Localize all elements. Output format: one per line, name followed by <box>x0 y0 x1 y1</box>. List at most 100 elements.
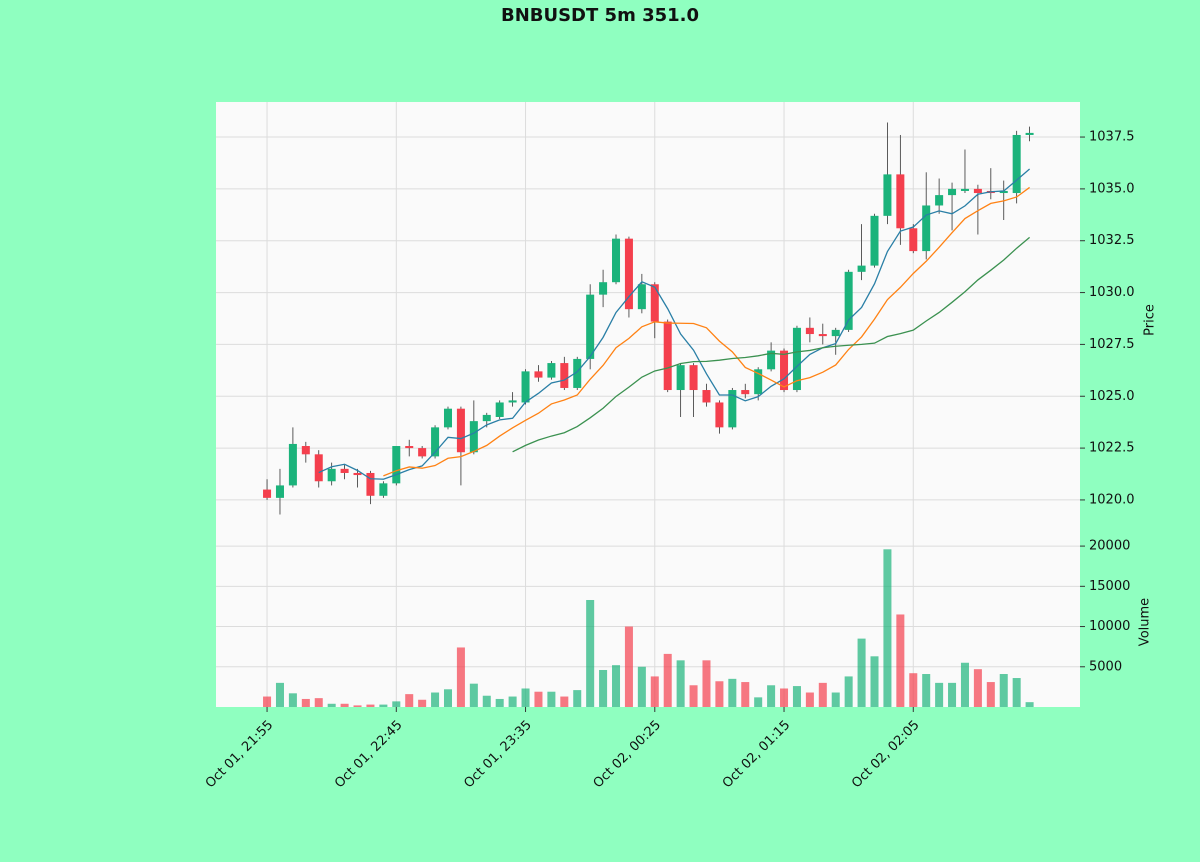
candle-body <box>857 265 866 272</box>
y-tick-label: 1027.5 <box>1089 337 1135 352</box>
volume-bar <box>650 676 659 707</box>
volume-bar <box>818 682 827 707</box>
candle-body <box>456 408 465 453</box>
candle-body <box>327 468 336 482</box>
volume-bar <box>275 682 284 707</box>
volume-bar <box>844 676 853 707</box>
chart-title: BNBUSDT 5m 351.0 <box>501 5 699 26</box>
volume-bar <box>973 669 982 707</box>
volume-bar <box>340 703 349 707</box>
candle-body <box>728 390 737 428</box>
volume-bar <box>314 698 323 707</box>
moving-average <box>512 236 1031 453</box>
candle-body <box>805 327 814 335</box>
candle-body <box>392 446 401 484</box>
volume-bar <box>405 694 414 707</box>
candle-body <box>715 402 724 428</box>
candle-body <box>366 472 375 496</box>
volume-bar <box>379 704 388 707</box>
volume-bar <box>573 690 582 707</box>
volume-bar <box>948 682 957 707</box>
candle-body <box>780 350 789 391</box>
volume-bar <box>960 662 969 707</box>
y-tick-label: 1022.5 <box>1089 441 1135 456</box>
candle-body <box>960 188 969 191</box>
volume-bar <box>767 685 776 707</box>
volume-bar <box>805 692 814 707</box>
volume-bar <box>935 682 944 707</box>
volume-bar <box>560 696 569 707</box>
candle-body <box>922 205 931 252</box>
volume-bar <box>263 696 272 707</box>
candle-body <box>1012 134 1021 194</box>
volume-tick-label: 5000 <box>1089 659 1122 674</box>
candle-body <box>599 282 608 295</box>
candle-body <box>973 188 982 194</box>
volume-bar <box>792 686 801 707</box>
candle-body <box>495 402 504 417</box>
volume-bar <box>431 692 440 707</box>
candle-body <box>469 421 478 453</box>
y-tick-label: 1032.5 <box>1089 233 1135 248</box>
candle-body <box>379 483 388 496</box>
candle-body <box>443 408 453 428</box>
volume-bar <box>896 614 905 707</box>
candle-body <box>831 329 840 337</box>
candle-body <box>482 414 491 422</box>
volume-bar <box>547 691 556 707</box>
candle-body <box>767 350 776 370</box>
moving-average <box>383 186 1030 477</box>
volume-bar <box>715 681 724 707</box>
candle-body <box>508 400 517 403</box>
volume-bar <box>586 599 595 707</box>
x-tick-label: Oct 02, 00:25 <box>591 718 664 791</box>
candle-body <box>288 443 297 486</box>
candle-body <box>560 363 569 388</box>
volume-bar <box>418 699 427 707</box>
volume-bar <box>599 669 608 707</box>
candle-body <box>340 468 349 473</box>
volume-bar <box>612 665 621 707</box>
volume-tick-label: 15000 <box>1089 579 1130 594</box>
volume-bar <box>353 705 362 707</box>
volume-bar <box>780 688 789 707</box>
candle-body <box>263 489 272 498</box>
volume-bar <box>999 674 1008 707</box>
y-tick-label: 1020.0 <box>1089 492 1135 507</box>
x-tick-label: Oct 02, 02:05 <box>849 718 922 791</box>
volume-bar <box>922 674 931 707</box>
candle-body <box>637 284 646 310</box>
volume-bar <box>702 660 711 707</box>
candle-body <box>689 365 698 391</box>
volume-tick-label: 20000 <box>1089 539 1130 554</box>
x-tick-label: Oct 02, 01:15 <box>720 718 793 791</box>
candle-body <box>1025 132 1034 135</box>
volume-bar <box>689 685 698 707</box>
volume-bar <box>1025 702 1034 707</box>
volume-bar <box>663 653 672 707</box>
candle-body <box>547 363 556 378</box>
candle-body <box>521 371 530 403</box>
volume-bar <box>469 683 478 707</box>
volume-bar <box>521 688 530 707</box>
volume-axis-label: Volume <box>1138 598 1153 646</box>
volume-bar <box>741 682 750 707</box>
candle-body <box>818 334 827 337</box>
candle-body <box>534 371 543 378</box>
volume-bar <box>909 673 918 707</box>
candle-body <box>676 365 685 391</box>
volume-tick-label: 10000 <box>1089 619 1130 634</box>
candle-body <box>314 454 323 482</box>
volume-bar <box>456 647 465 707</box>
volume-bar <box>301 698 310 707</box>
volume-bar <box>288 693 297 707</box>
volume-bar <box>443 689 453 707</box>
candle-body <box>275 485 284 498</box>
candle-body <box>870 215 879 266</box>
volume-bar <box>534 691 543 707</box>
candle-body <box>573 358 582 388</box>
candle-body <box>624 238 633 310</box>
candle-body <box>702 390 711 403</box>
